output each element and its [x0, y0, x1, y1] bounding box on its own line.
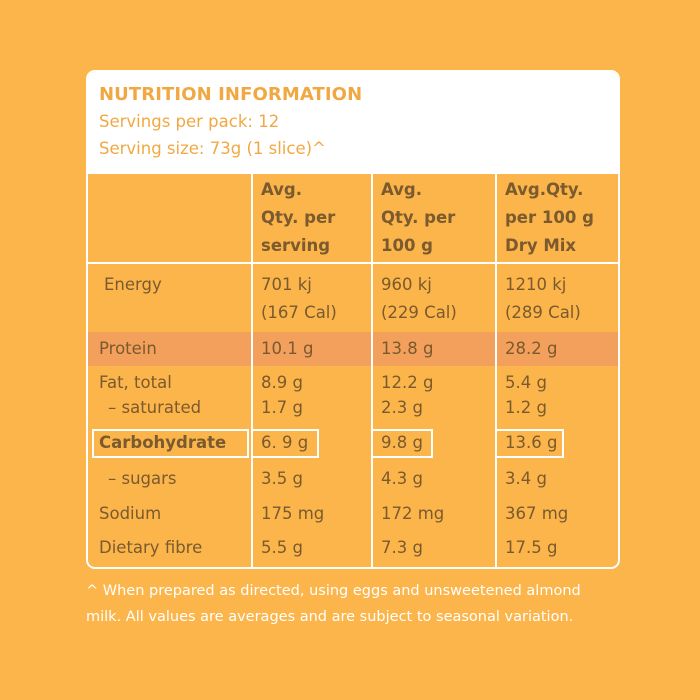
column-divider [495, 172, 497, 567]
fat-per-serving: 8.9 g [261, 373, 303, 392]
row-label-fibre: Dietary fibre [99, 538, 203, 557]
divider [88, 262, 618, 264]
row-label-fat: Fat, total [99, 373, 172, 392]
nutrition-panel: NUTRITION INFORMATION Servings per pack:… [86, 70, 620, 569]
column-header-line: 100 g [381, 236, 433, 255]
sodium-dry-mix: 367 mg [505, 504, 569, 523]
sugars-per-100g: 4.3 g [381, 469, 423, 488]
protein-per-100g: 13.8 g [381, 339, 434, 358]
protein-per-serving: 10.1 g [261, 339, 314, 358]
column-header-line: Qty. per [381, 208, 456, 227]
column-header-line: Dry Mix [505, 236, 577, 255]
column-header-per-serving: Avg. Qty. per serving [261, 176, 335, 260]
footnote: ^ When prepared as directed, using eggs … [86, 578, 626, 630]
column-header-dry-mix: Avg.Qty. per 100 g Dry Mix [505, 176, 594, 260]
carbohydrate-value-box [253, 429, 319, 458]
column-divider [251, 172, 253, 567]
column-header-line: Qty. per [261, 208, 336, 227]
row-label-sodium: Sodium [99, 504, 162, 523]
serving-size: Serving size: 73g (1 slice)^ [99, 139, 326, 158]
column-header-line: Avg. [261, 180, 303, 199]
sodium-per-serving: 175 mg [261, 504, 325, 523]
carbohydrate-dry-mix: 13.6 g [505, 433, 558, 452]
servings-per-pack: Servings per pack: 12 [99, 112, 280, 131]
carbohydrate-value-box [373, 429, 433, 458]
energy-per-100g: 960 kj (229 Cal) [381, 271, 457, 327]
carbohydrate-label-box [92, 429, 249, 458]
energy-kj: 701 kj [261, 275, 312, 294]
panel-header: NUTRITION INFORMATION Servings per pack:… [88, 72, 618, 172]
sodium-per-100g: 172 mg [381, 504, 445, 523]
carbohydrate-value-box [497, 429, 564, 458]
column-divider [371, 172, 373, 567]
fibre-dry-mix: 17.5 g [505, 538, 558, 557]
energy-dry-mix: 1210 kj (289 Cal) [505, 271, 581, 327]
row-label-energy: Energy [104, 275, 162, 294]
protein-dry-mix: 28.2 g [505, 339, 558, 358]
carbohydrate-per-serving: 6. 9 g [261, 433, 309, 452]
sugars-per-serving: 3.5 g [261, 469, 303, 488]
energy-cal: (167 Cal) [261, 303, 337, 322]
fat-per-100g: 12.2 g [381, 373, 434, 392]
saturated-per-serving: 1.7 g [261, 398, 303, 417]
saturated-per-100g: 2.3 g [381, 398, 423, 417]
protein-row-band [88, 332, 618, 366]
fat-dry-mix: 5.4 g [505, 373, 547, 392]
energy-kj: 960 kj [381, 275, 432, 294]
divider [88, 172, 618, 174]
carbohydrate-per-100g: 9.8 g [381, 433, 423, 452]
energy-per-serving: 701 kj (167 Cal) [261, 271, 337, 327]
row-label-saturated: – saturated [108, 398, 202, 417]
column-header-line: Avg. [381, 180, 423, 199]
fibre-per-100g: 7.3 g [381, 538, 423, 557]
fibre-per-serving: 5.5 g [261, 538, 303, 557]
energy-kj: 1210 kj [505, 275, 567, 294]
panel-title: NUTRITION INFORMATION [99, 84, 363, 105]
footnote-line: ^ When prepared as directed, using eggs … [86, 583, 581, 599]
saturated-dry-mix: 1.2 g [505, 398, 547, 417]
column-header-line: Avg.Qty. [505, 180, 584, 199]
sugars-dry-mix: 3.4 g [505, 469, 547, 488]
column-header-line: serving [261, 236, 331, 255]
column-header-line: per 100 g [505, 208, 594, 227]
row-label-protein: Protein [99, 339, 157, 358]
footnote-line: milk. All values are averages and are su… [86, 609, 574, 625]
column-header-per-100g: Avg. Qty. per 100 g [381, 176, 455, 260]
energy-cal: (289 Cal) [505, 303, 581, 322]
row-label-carbohydrate: Carbohydrate [99, 433, 227, 452]
row-label-sugars: – sugars [108, 469, 177, 488]
energy-cal: (229 Cal) [381, 303, 457, 322]
